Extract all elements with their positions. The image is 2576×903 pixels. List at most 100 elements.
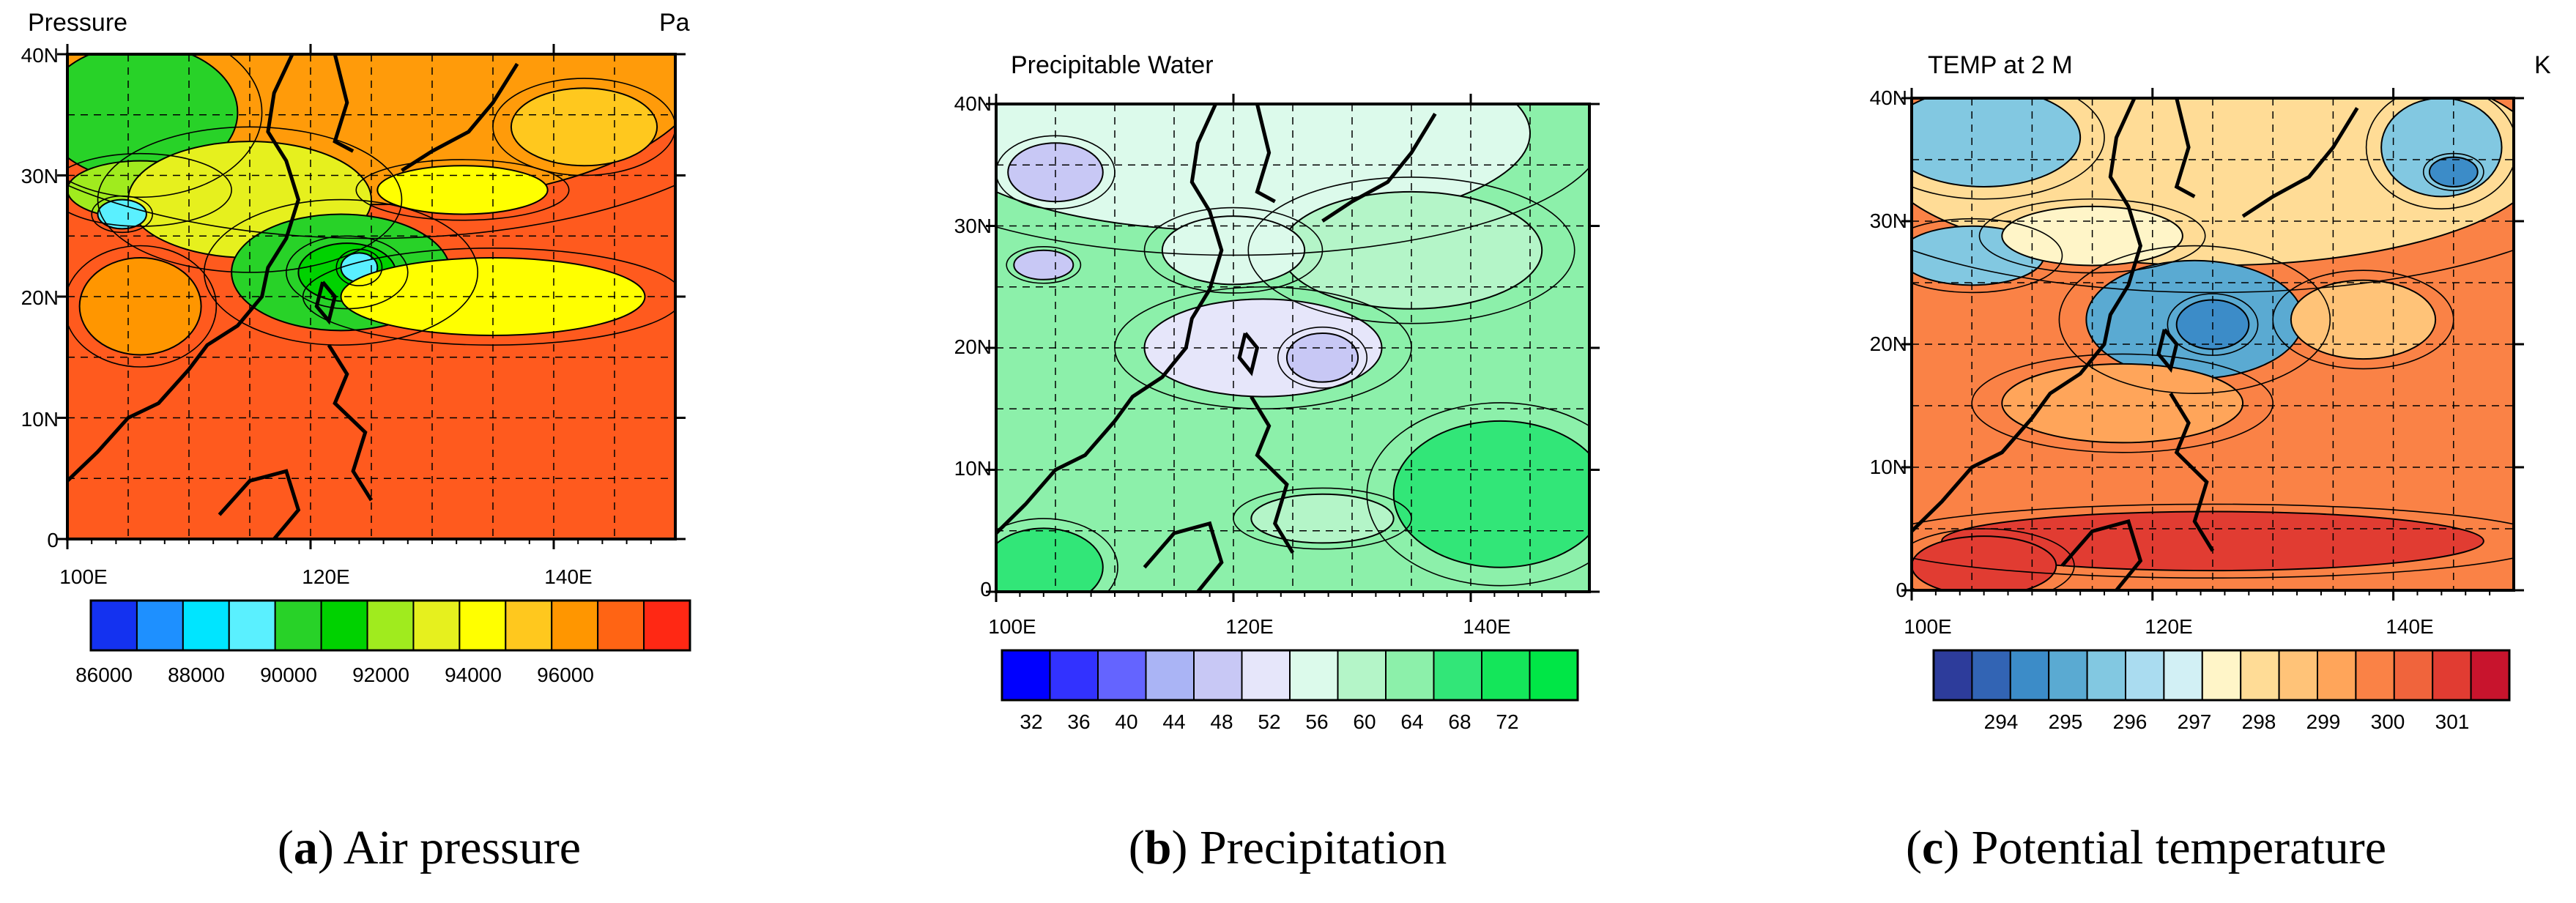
colorbar-label: 56: [1305, 710, 1329, 733]
y-tick-20n: 20N: [954, 335, 992, 358]
coastline: [1321, 113, 1437, 223]
x-tick-140e: 140E: [2386, 615, 2434, 638]
y-tick-10n: 10N: [21, 408, 59, 431]
y-tick-0: 0: [1896, 579, 1907, 601]
coastline: [2156, 328, 2179, 374]
colorbar-cell: [2355, 650, 2395, 701]
contour-line: [335, 248, 383, 286]
x-tick-100e: 100E: [988, 615, 1036, 638]
colorbar-label: 86000: [75, 664, 133, 686]
contour-region: [376, 165, 549, 215]
colorbar-label: 32: [1020, 710, 1043, 733]
colorbar-label: 92000: [352, 664, 409, 686]
colorbar-cell: [412, 600, 461, 651]
colorbar-label: 72: [1496, 710, 1519, 733]
colorbar-label: 294: [1983, 710, 2019, 733]
colorbar-cell: [1001, 650, 1051, 701]
colorbar-cell: [2470, 650, 2510, 701]
caption-b: (b) Precipitation: [1128, 821, 1447, 874]
panel-c: TEMP at 2 M K 40N 30N 20N 10N 0 100E 120…: [1717, 0, 2575, 903]
colorbar-cell: [1241, 650, 1291, 701]
contour-line: [2365, 98, 2514, 209]
y-tick-40n: 40N: [954, 92, 992, 115]
coastline: [401, 62, 519, 173]
coastline: [314, 280, 337, 325]
y-tick-30n: 30N: [954, 215, 992, 237]
colorbar-label: 48: [1210, 710, 1233, 733]
panel-title: Pressure: [28, 9, 128, 37]
contour-line: [67, 54, 263, 198]
colorbar-label: 299: [2306, 710, 2341, 733]
contour-region: [78, 257, 202, 356]
panel-title: TEMP at 2 M: [1928, 51, 2073, 79]
colorbar-cell: [1385, 650, 1435, 701]
colorbar-cell: [597, 600, 645, 651]
colorbar-label: 60: [1353, 710, 1376, 733]
map-field: [996, 104, 1589, 592]
coastline: [1237, 332, 1260, 376]
caption-a: (a) Air pressure: [277, 821, 582, 874]
contour-region: [2001, 363, 2244, 444]
colorbar-label: 96000: [537, 664, 594, 686]
colorbar-label: 300: [2370, 710, 2405, 733]
colorbar-cell: [136, 600, 184, 651]
map-temp-2m: [1901, 88, 2524, 702]
y-tick-40n: 40N: [21, 44, 59, 67]
colorbar-label: 40: [1115, 710, 1138, 733]
colorbar-cell: [366, 600, 415, 651]
panel-title: Precipitable Water: [1011, 51, 1214, 79]
x-tick-100e: 100E: [1904, 615, 1952, 638]
coastline: [1912, 98, 2143, 533]
map-precipitable-water: [986, 94, 1600, 702]
colorbar-cell: [182, 600, 230, 651]
contour-region: [1912, 98, 2082, 187]
contour-region: [1013, 249, 1074, 280]
contour-region: [1392, 420, 1589, 568]
colorbar-frame: [89, 599, 691, 652]
colorbar-cell: [459, 600, 507, 651]
contour-line: [355, 159, 570, 221]
colorbar-cell: [551, 600, 599, 651]
y-tick-30n: 30N: [1869, 209, 1907, 232]
coastline: [2241, 107, 2359, 218]
colorbar-frame: [1932, 649, 2511, 702]
colorbar-cell: [320, 600, 368, 651]
contour-region: [2290, 279, 2437, 360]
colorbar-cell: [2009, 650, 2050, 701]
panel-b: Precipitable Water 40N 30N 20N 10N 0 100…: [858, 0, 1717, 903]
y-tick-30n: 30N: [21, 165, 59, 187]
colorbar-label: 64: [1400, 710, 1424, 733]
coastline: [67, 54, 301, 483]
colorbar-label: 52: [1258, 710, 1281, 733]
colorbar-label: 301: [2435, 710, 2470, 733]
contour-region: [1285, 332, 1359, 383]
colorbar-cell: [1433, 650, 1482, 701]
coastline: [2174, 98, 2196, 198]
colorbar-label: 88000: [168, 664, 225, 686]
colorbar-label: 296: [2112, 710, 2148, 733]
contour-region: [97, 198, 147, 230]
contour-line: [996, 518, 1118, 592]
colorbar-cell: [643, 600, 691, 651]
x-tick-120e: 120E: [302, 565, 350, 588]
y-tick-0: 0: [980, 578, 992, 601]
colorbar-label: 298: [2241, 710, 2276, 733]
contour-line: [1912, 98, 2105, 200]
caption-c: (c) Potential temperature: [1905, 821, 2387, 874]
contour-line: [1006, 246, 1082, 284]
colorbar-cell: [1289, 650, 1339, 701]
coastline: [333, 54, 355, 153]
map-field: [1912, 98, 2514, 590]
colorbar-cell: [505, 600, 553, 651]
coastline: [1143, 521, 1224, 592]
panel-a: Pressure Pa 40N 30N 20N 10N 0 100E 120E …: [0, 0, 858, 903]
y-tick-10n: 10N: [1869, 456, 1907, 478]
y-tick-40n: 40N: [1869, 86, 1907, 109]
x-tick-120e: 120E: [2145, 615, 2193, 638]
colorbar-cell: [2086, 650, 2127, 701]
contour-line: [91, 195, 153, 234]
panel-unit: K: [2534, 51, 2551, 79]
colorbar-cell: [2393, 650, 2434, 701]
contour-region: [996, 527, 1104, 592]
colorbar-cell: [2432, 650, 2472, 701]
